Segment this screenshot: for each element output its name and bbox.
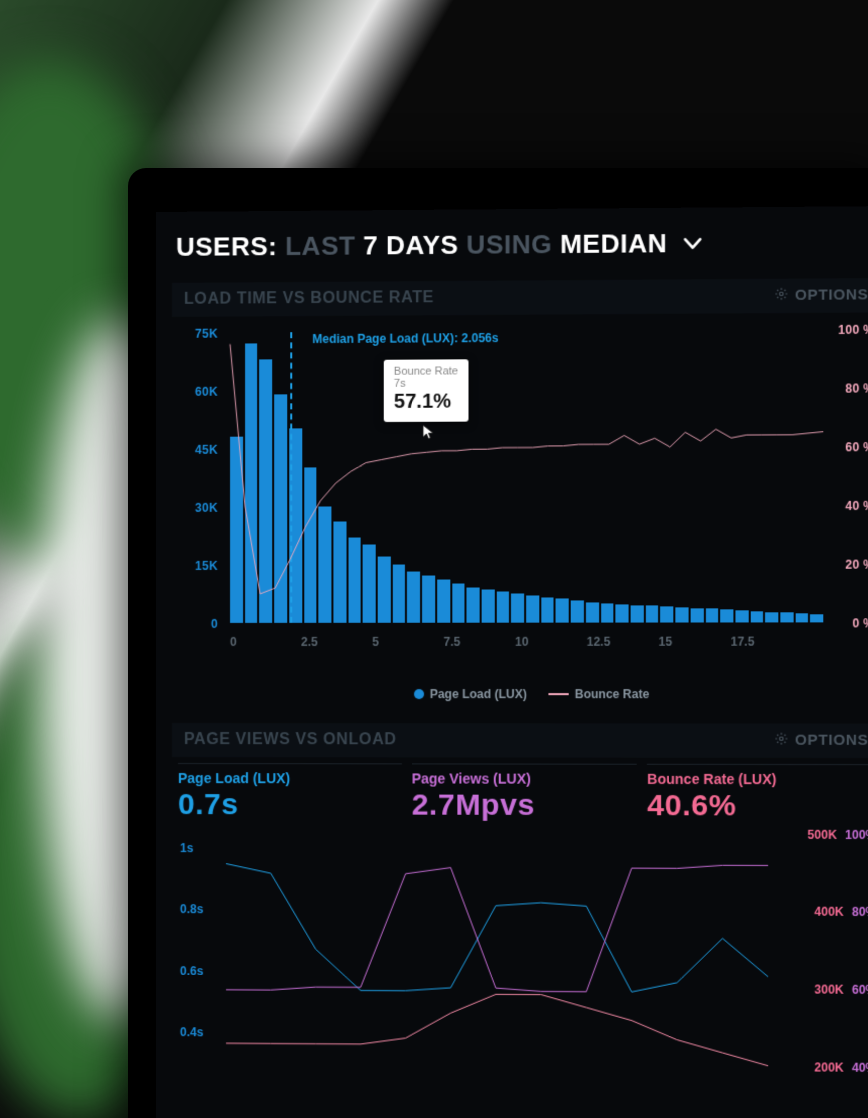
dashboard-screen: USERS: LAST 7 DAYS USING MEDIAN LOAD TIM… xyxy=(156,206,868,1118)
multi-line-series xyxy=(226,832,768,1072)
y-right-tick: 40 % xyxy=(845,498,868,512)
y-right-tick: 80 % xyxy=(845,381,868,395)
x-tick: 17.5 xyxy=(731,634,755,648)
hdr-seg: LAST xyxy=(277,230,363,261)
median-label: Median Page Load (LUX): 2.056s xyxy=(312,331,498,346)
stat-label: Page Views (LUX) xyxy=(412,770,637,787)
y-left-tick: 75K xyxy=(178,326,218,340)
stat-card: Page Views (LUX)2.7Mpvs xyxy=(412,763,637,823)
page-title[interactable]: USERS: LAST 7 DAYS USING MEDIAN xyxy=(166,226,868,282)
panel-title: PAGE VIEWS VS ONLOAD xyxy=(184,731,397,749)
options-label: OPTIONS xyxy=(795,732,868,749)
options-button[interactable]: OPTIONS xyxy=(775,731,868,749)
chart-plot-area xyxy=(226,832,768,1072)
y-left-tick: 30K xyxy=(178,500,218,514)
stat-value: 0.7s xyxy=(178,788,402,823)
y-right-tick: 300K60% xyxy=(799,982,868,997)
cursor-icon xyxy=(421,423,437,444)
laptop-bezel: USERS: LAST 7 DAYS USING MEDIAN LOAD TIM… xyxy=(128,168,868,1118)
x-tick: 5 xyxy=(372,634,379,648)
y-right-tick: 200K40% xyxy=(799,1060,868,1075)
tooltip-sub: 7s xyxy=(394,378,458,391)
panel-load-vs-bounce: LOAD TIME VS BOUNCE RATE OPTIONS 0 15K 30K… xyxy=(172,278,868,701)
stats-row: Page Load (LUX) 0.7s Page Views (LUX)2.7Mp… xyxy=(172,757,868,824)
bounce-rate-line xyxy=(230,329,823,623)
y-left-tick: 0.4s xyxy=(180,1025,203,1039)
hdr-seg: USERS: xyxy=(176,231,277,262)
y-left-tick: 45K xyxy=(178,442,218,456)
y-right-tick: 20 % xyxy=(845,557,868,571)
y-left-tick: 60K xyxy=(178,384,218,398)
y-right-tick: 100 % xyxy=(838,322,868,336)
legend-marker-line xyxy=(548,694,568,696)
gear-icon xyxy=(775,731,789,749)
tooltip-title: Bounce Rate xyxy=(394,365,458,378)
stat-card: Page Load (LUX) 0.7s xyxy=(178,763,402,823)
x-tick: 15 xyxy=(659,634,673,648)
legend-marker-bars xyxy=(414,690,424,700)
options-button[interactable]: OPTIONS xyxy=(775,286,868,305)
stat-label: Bounce Rate (LUX) xyxy=(647,770,868,787)
hdr-seg: MEDIAN xyxy=(560,228,667,259)
y-left-tick: 0.6s xyxy=(180,964,203,978)
chevron-down-icon[interactable] xyxy=(681,229,703,260)
chart-load-vs-bounce[interactable]: 0 15K 30K 45K 60K 75K 0 % 20 % 40 % 60 % 80 % 100 … xyxy=(172,318,868,683)
x-tick: 10 xyxy=(515,634,529,648)
tooltip-value: 57.1% xyxy=(394,390,458,413)
panel-views-vs-onload: PAGE VIEWS VS ONLOAD OPTIONS Page Load (… xyxy=(172,723,868,1073)
x-tick: 2.5 xyxy=(301,635,318,649)
y-left-tick: 0 xyxy=(178,617,218,631)
y-right-tick: 0 % xyxy=(852,616,868,630)
legend-label: Page Load (LUX) xyxy=(430,687,527,701)
chart-views-vs-onload[interactable]: 0.4s 0.6s 0.8s 1s 200K40% 300K60% 400K80% 500K… xyxy=(172,828,868,1073)
x-tick: 12.5 xyxy=(587,634,611,648)
y-left-tick: 1s xyxy=(180,841,193,855)
stat-label: Page Load (LUX) xyxy=(178,770,402,786)
chart-legend: Page Load (LUX) Bounce Rate xyxy=(172,687,868,701)
stat-card: Bounce Rate (LUX) 40.6% xyxy=(647,763,868,823)
chart-tooltip: Bounce Rate 7s 57.1% xyxy=(384,359,468,422)
y-right-tick: 60 % xyxy=(845,440,868,454)
options-label: OPTIONS xyxy=(795,286,868,304)
y-right-tick: 400K80% xyxy=(799,905,868,919)
stat-value: 40.6% xyxy=(647,789,868,824)
hdr-seg: USING xyxy=(459,229,560,260)
y-right-tick: 500K100% xyxy=(792,827,868,841)
panel-title: LOAD TIME VS BOUNCE RATE xyxy=(184,289,434,309)
x-tick: 7.5 xyxy=(444,634,461,648)
y-left-tick: 0.8s xyxy=(180,902,203,916)
gear-icon xyxy=(775,286,789,304)
chart-plot-area xyxy=(230,329,823,623)
stat-value: 2.7Mpvs xyxy=(412,788,637,823)
legend-label: Bounce Rate xyxy=(575,687,649,701)
y-left-tick: 15K xyxy=(178,558,218,572)
hdr-seg: 7 DAYS xyxy=(363,230,458,261)
x-tick: 0 xyxy=(230,635,237,649)
